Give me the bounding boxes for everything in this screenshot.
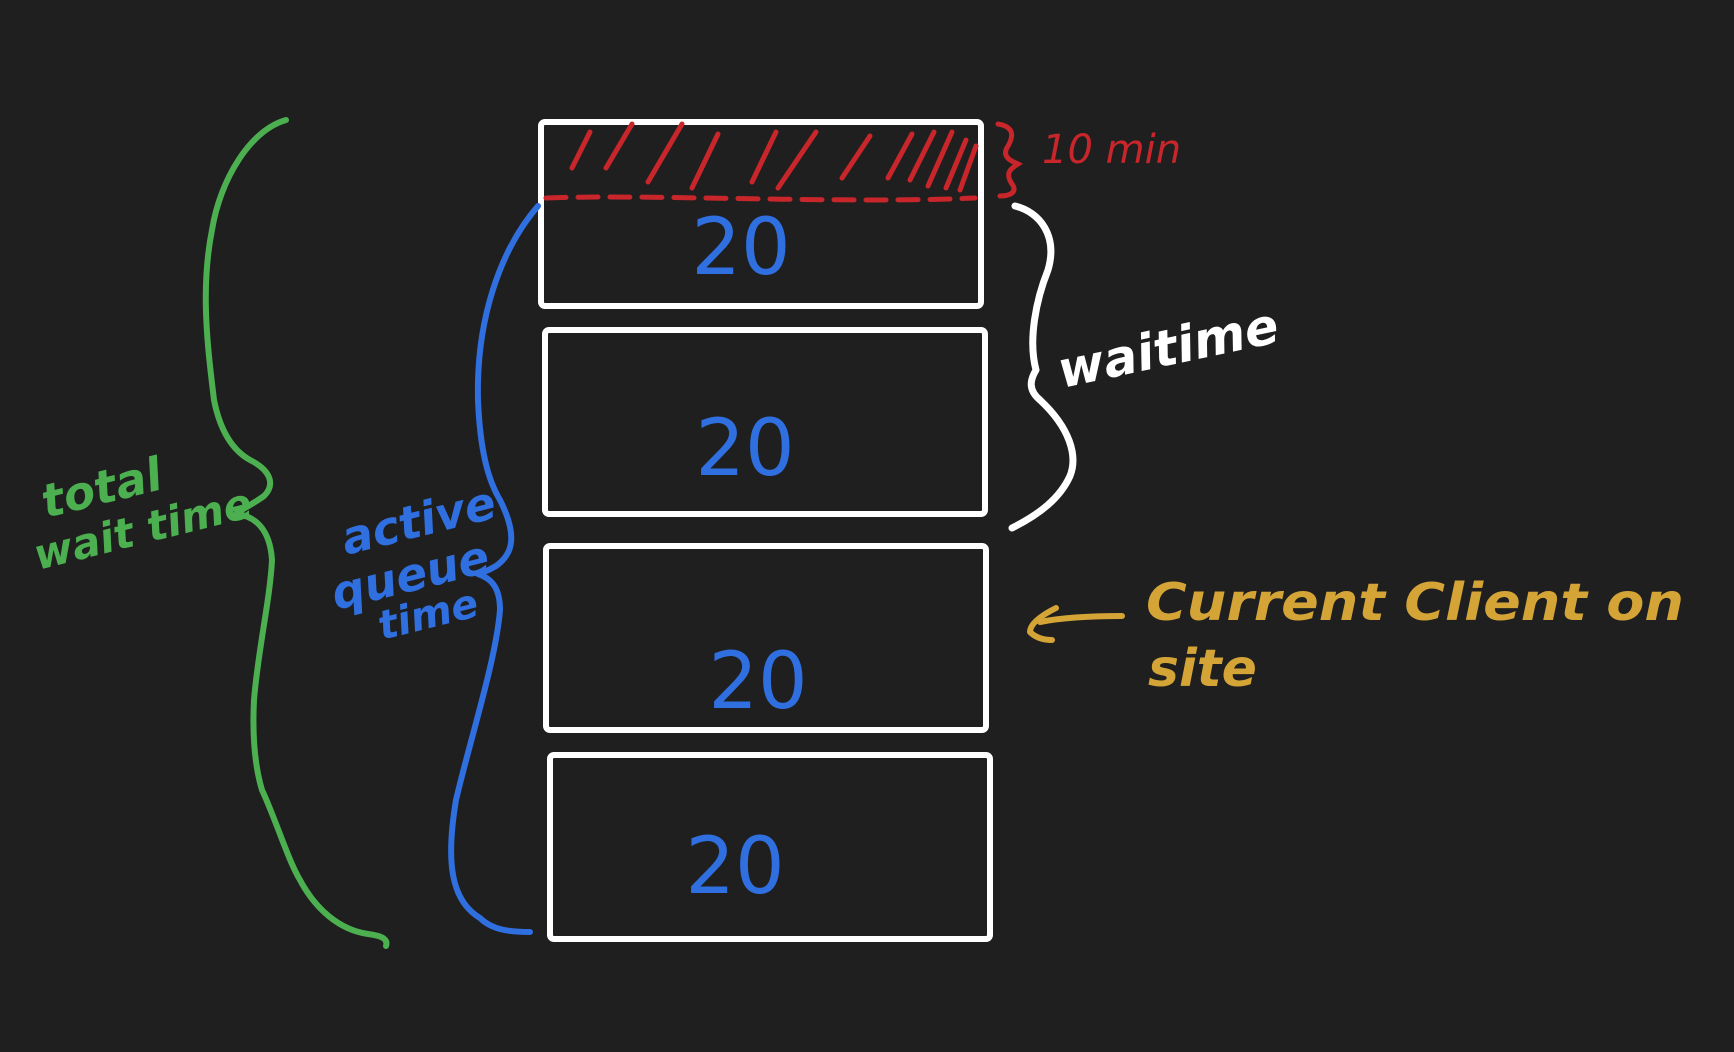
queue-block-1: 20 <box>538 119 984 309</box>
total-wait-label: total wait time <box>29 446 257 579</box>
current-client-label-line-2: site <box>1148 639 1257 699</box>
current-client-label: Current Client on site <box>1146 573 1684 699</box>
queue-block-2: 20 <box>542 327 988 517</box>
queue-block-1-box <box>538 119 984 309</box>
queue-block-2-value: 20 <box>695 404 794 494</box>
queue-block-3-value: 20 <box>708 637 807 727</box>
queue-block-3: 20 <box>543 543 989 733</box>
queue-block-3-box <box>543 543 989 733</box>
total-wait-brace <box>202 117 390 949</box>
overflow-brace <box>995 121 1023 199</box>
active-queue-label: active queue time <box>326 475 502 649</box>
active-queue-brace <box>448 203 541 935</box>
queue-block-4: 20 <box>547 752 993 942</box>
wait-time-label: waitime <box>1052 296 1283 399</box>
overflow-dashed-line <box>543 194 978 203</box>
current-client-arrow <box>1027 605 1125 643</box>
queue-block-2-box <box>542 327 988 517</box>
wait-time-brace <box>1008 202 1077 532</box>
queue-block-4-box <box>547 752 993 942</box>
overflow-label: 10 min <box>1042 127 1181 173</box>
overflow-hatch <box>569 121 979 193</box>
queue-block-1-value: 20 <box>691 203 790 293</box>
current-client-label-line-1: Current Client on <box>1146 573 1684 633</box>
queue-block-4-value: 20 <box>685 822 784 912</box>
